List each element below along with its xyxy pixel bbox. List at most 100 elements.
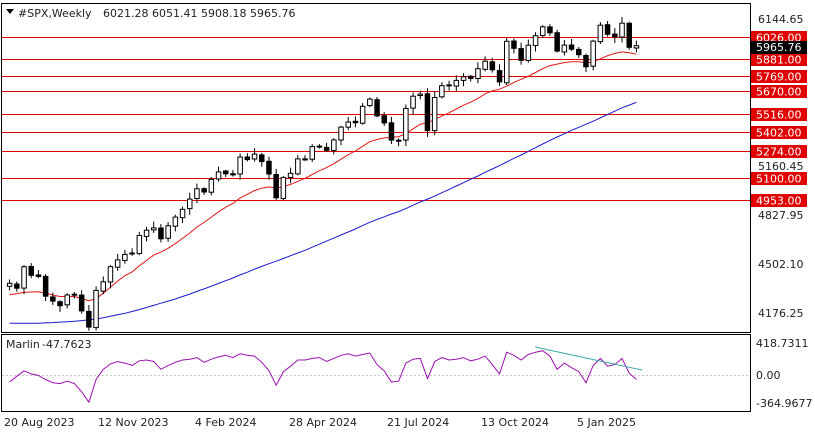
candle[interactable] [136,231,143,256]
candle[interactable] [165,222,171,242]
candle[interactable] [597,22,604,44]
time-tick: 20 Aug 2023 [4,416,74,429]
candle[interactable] [266,156,272,180]
candle[interactable] [273,168,279,200]
candle[interactable] [129,248,135,256]
candle[interactable] [359,103,366,125]
candle[interactable] [612,28,618,43]
candle[interactable] [71,292,78,299]
price-tick: 5160.45 [758,160,804,173]
candle[interactable] [583,53,589,72]
candle[interactable] [381,112,387,127]
candle[interactable] [35,270,42,279]
candle[interactable] [50,292,56,305]
candle[interactable] [352,116,359,128]
candle[interactable] [424,88,431,137]
candle[interactable] [439,82,445,99]
candle[interactable] [453,75,460,92]
time-axis[interactable]: 20 Aug 2023 12 Nov 2023 4 Feb 2024 28 Ap… [4,416,636,429]
candle[interactable] [93,286,99,331]
candle[interactable] [28,263,34,279]
candle[interactable] [345,117,351,131]
candle[interactable] [403,104,409,147]
candle[interactable] [482,56,488,72]
candle-body [86,310,92,328]
candle[interactable] [460,73,467,87]
candle[interactable] [388,116,395,145]
candle[interactable] [259,152,265,167]
candle[interactable] [540,25,546,38]
chart-menu-icon[interactable] [6,9,14,14]
indicator-trendline[interactable] [534,346,643,371]
candle[interactable] [122,249,128,264]
candle[interactable] [367,97,373,108]
candle[interactable] [100,276,106,295]
candle[interactable] [143,226,150,242]
candle[interactable] [114,253,121,271]
candle[interactable] [338,125,344,146]
candle[interactable] [42,274,49,301]
candle[interactable] [316,144,323,149]
candle[interactable] [223,169,229,177]
candle[interactable] [496,64,503,86]
candle[interactable] [331,138,337,155]
candle[interactable] [532,32,539,52]
candle[interactable] [295,155,301,176]
candle[interactable] [633,40,640,53]
candle[interactable] [251,148,258,162]
candle[interactable] [208,177,215,196]
candle[interactable] [179,206,186,224]
candle[interactable] [194,183,200,204]
candles-layer[interactable] [6,16,640,331]
candle[interactable] [547,24,553,37]
candle[interactable] [374,96,380,118]
candle[interactable] [489,57,496,73]
candle-body [532,35,539,47]
candle[interactable] [504,38,510,85]
candle[interactable] [468,74,474,82]
candle[interactable] [237,153,243,180]
candle[interactable] [287,167,294,184]
candle[interactable] [151,221,157,233]
candle[interactable] [576,47,582,58]
candle-body [403,107,409,141]
candle[interactable] [604,20,611,37]
candle[interactable] [57,300,63,312]
candle[interactable] [417,90,423,100]
candle[interactable] [244,153,251,162]
candle[interactable] [525,39,532,63]
candle[interactable] [86,305,92,331]
candle[interactable] [568,39,575,51]
candle[interactable] [230,170,236,177]
candle[interactable] [172,214,179,232]
candle[interactable] [14,281,20,292]
candle[interactable] [158,224,164,243]
candle[interactable] [302,155,308,161]
candle[interactable] [64,293,70,309]
candle[interactable] [323,142,330,153]
candle[interactable] [619,16,625,43]
candle[interactable] [511,38,517,54]
candle[interactable] [215,166,222,182]
candle[interactable] [475,62,481,84]
candle[interactable] [21,265,27,295]
candle[interactable] [561,39,568,56]
candle[interactable] [107,265,114,289]
candle[interactable] [626,21,632,50]
price-axis[interactable]: 6144.65 5160.45 4827.95 4502.10 4176.25 [758,13,804,320]
candle[interactable] [280,175,287,200]
candle[interactable] [410,92,416,115]
candle[interactable] [590,39,596,71]
candle[interactable] [431,91,438,136]
candle[interactable] [554,29,560,53]
candle[interactable] [395,138,402,147]
candle[interactable] [78,290,85,314]
candle[interactable] [187,192,193,215]
candle[interactable] [446,80,452,91]
candle[interactable] [201,187,207,195]
candle[interactable] [518,42,524,65]
candle[interactable] [6,279,13,291]
candle[interactable] [309,144,315,162]
